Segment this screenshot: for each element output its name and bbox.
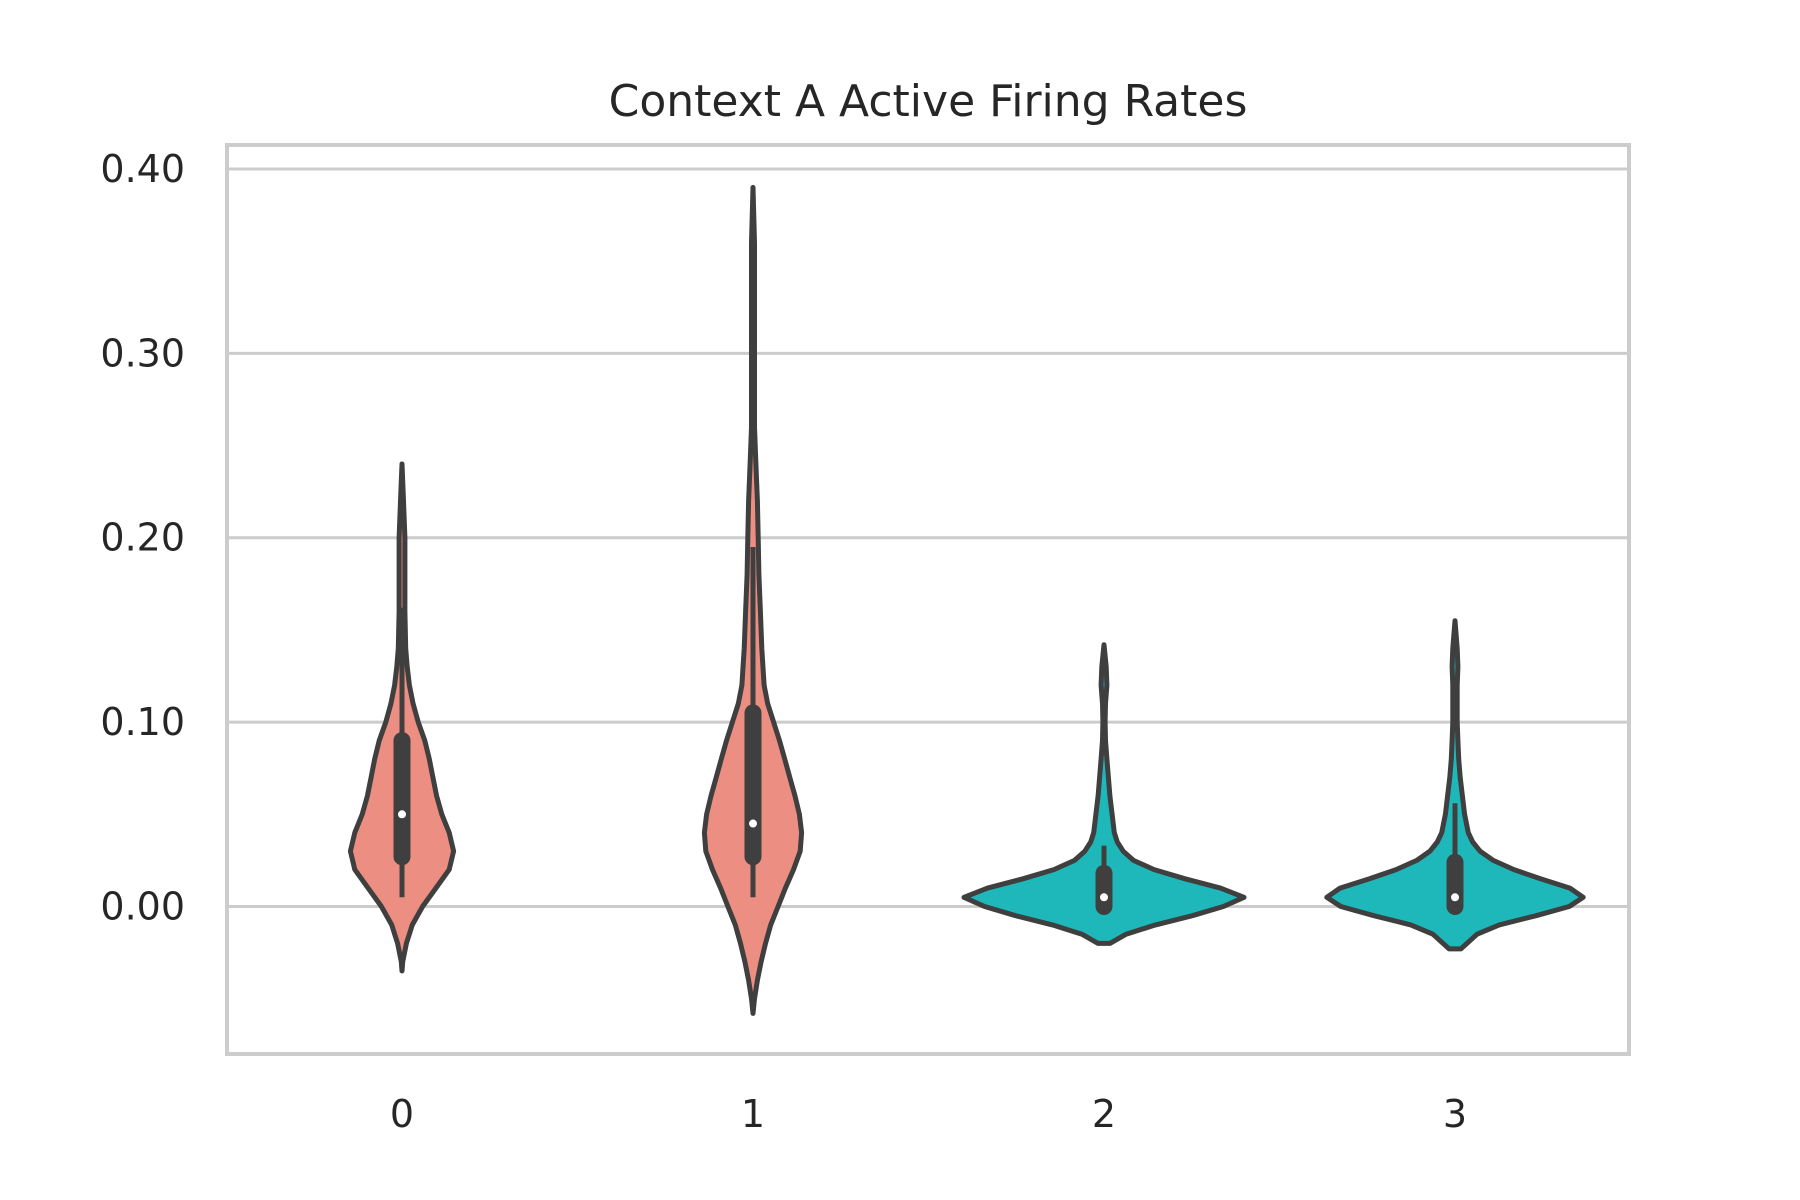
violin-body <box>1324 618 1586 952</box>
violin-category-2 <box>961 642 1247 946</box>
y-axis-tick-labels: 0.00 0.10 0.20 0.30 0.40 <box>100 147 185 929</box>
violin-median-marker <box>1451 893 1459 902</box>
violin-median-marker <box>1100 893 1108 902</box>
y-tick-label: 0.20 <box>100 516 185 560</box>
violin-body <box>961 642 1247 946</box>
chart-title: Context A Active Firing Rates <box>609 76 1248 127</box>
violin-median-marker <box>749 819 757 828</box>
x-tick-label: 0 <box>390 1092 414 1136</box>
violin-category-0 <box>347 461 457 974</box>
violin-category-3 <box>1324 618 1586 952</box>
x-tick-label: 2 <box>1092 1092 1116 1136</box>
x-axis-tick-labels: 0 1 2 3 <box>390 1092 1467 1136</box>
x-tick-label: 3 <box>1443 1092 1467 1136</box>
plot-area-frame <box>225 143 1631 1056</box>
y-tick-label: 0.40 <box>100 147 185 191</box>
y-tick-label: 0.30 <box>100 331 185 375</box>
y-tick-label: 0.10 <box>100 700 185 744</box>
violin-median-marker <box>398 810 406 819</box>
violin-category-1 <box>701 184 805 1016</box>
x-tick-label: 1 <box>741 1092 765 1136</box>
y-tick-label: 0.00 <box>100 884 185 928</box>
violins <box>347 184 1586 1016</box>
